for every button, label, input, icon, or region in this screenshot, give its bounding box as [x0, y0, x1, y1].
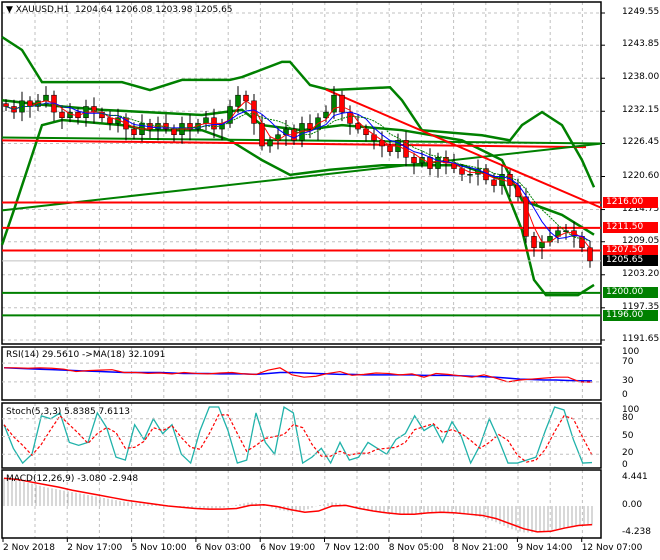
- moving-average-green: [5, 103, 591, 242]
- candle-body: [531, 236, 537, 248]
- time-axis-label: 2 Nov 17:00: [67, 543, 123, 553]
- symbol-label: XAUUSD,H1: [15, 5, 70, 15]
- macd-axis-label: -4.238: [622, 526, 652, 537]
- candle-body: [43, 94, 49, 102]
- low-value: 1203.98: [155, 5, 193, 15]
- candle-body: [323, 111, 329, 119]
- stoch-axis-label: 100: [622, 405, 640, 415]
- candle-body: [59, 111, 65, 119]
- price-level-tag: 1207.50: [603, 244, 658, 256]
- rsi-axis-label: 70: [622, 357, 634, 368]
- time-axis-label: 6 Nov 19:00: [260, 543, 316, 553]
- macd-title: MACD(12,26,9) -3.080 -2.948: [6, 474, 139, 484]
- price-axis-label: 1238.00: [622, 72, 660, 83]
- trendline: [325, 88, 603, 210]
- candle-body: [227, 106, 233, 124]
- macd-axis-label: 0.00: [622, 500, 643, 510]
- candle-body: [435, 157, 441, 169]
- candle-body: [267, 140, 273, 147]
- rsi-line: [4, 367, 593, 383]
- high-value: 1206.08: [115, 5, 153, 15]
- price-level-tag: 1200.00: [603, 287, 658, 299]
- candle-body: [491, 179, 497, 186]
- time-axis-label: 8 Nov 05:00: [388, 543, 444, 553]
- close-value: 1205.65: [195, 5, 233, 15]
- price-axis-label: 1214.75: [622, 203, 660, 214]
- time-axis-label: 8 Nov 21:00: [453, 543, 509, 553]
- candle-body: [411, 157, 417, 164]
- candle-body: [331, 94, 337, 113]
- main-chart-title: ▼ XAUUSD,H1 1204.64 1206.08 1203.98 1205…: [6, 5, 233, 15]
- bollinger-upper-line: [1, 35, 596, 188]
- stoch-title: Stoch(5,3,3) 5.8385 7.6113: [6, 407, 131, 417]
- macd-signal-line: [3, 477, 593, 533]
- rsi-title: RSI(14) 29.5610 ->MA(18) 32.1091: [6, 350, 166, 360]
- price-axis-label: 1191.65: [622, 334, 660, 344]
- candle-body: [3, 103, 9, 107]
- panel-border: [1, 469, 602, 539]
- stoch-d-line: [3, 414, 593, 463]
- price-level-tag: 1216.00: [603, 196, 658, 208]
- candle-body: [171, 128, 177, 135]
- price-axis-label: 1249.55: [622, 7, 660, 17]
- candle-body: [507, 173, 513, 186]
- candle-body: [563, 230, 569, 232]
- panel-border: [1, 402, 602, 469]
- time-axis-label: 9 Nov 14:00: [517, 543, 573, 553]
- candle-body: [587, 247, 593, 262]
- candle-body: [347, 111, 353, 124]
- time-axis-label: 5 Nov 10:00: [131, 543, 187, 553]
- price-axis-label: 1243.85: [622, 39, 660, 50]
- rsi-axis-label: 0: [622, 390, 628, 400]
- candle-body: [251, 100, 257, 124]
- time-axis-label: 12 Nov 07:00: [581, 543, 643, 553]
- price-axis-label: 1197.35: [622, 301, 660, 312]
- candle-body: [243, 94, 249, 102]
- stoch-axis-label: 20: [622, 448, 634, 459]
- candle-body: [307, 123, 313, 130]
- stoch-k-line: [3, 405, 593, 465]
- trendline: [1, 142, 603, 212]
- price-axis-label: 1232.15: [622, 105, 660, 116]
- panel-border: [1, 1, 602, 345]
- time-axis-label: 2 Nov 2018: [3, 543, 55, 553]
- candle-body: [467, 173, 473, 176]
- stoch-axis-label: 0: [622, 460, 628, 470]
- price-axis-label: 1203.20: [622, 268, 660, 279]
- candle-body: [571, 230, 577, 237]
- rsi-axis-label: 30: [622, 375, 634, 386]
- candle-body: [235, 94, 241, 107]
- rsi-ma-line: [3, 367, 593, 382]
- price-axis-label: 1220.60: [622, 170, 660, 181]
- open-value: 1204.64: [75, 5, 113, 15]
- candle-body: [203, 117, 209, 124]
- candle-body: [355, 123, 361, 130]
- candle-body: [131, 128, 137, 135]
- price-axis-label: 1226.45: [622, 137, 660, 148]
- stoch-axis-label: 80: [622, 412, 634, 423]
- candle-body: [475, 168, 481, 175]
- panel-border: [1, 346, 602, 401]
- candle-body: [523, 196, 529, 237]
- time-axis-label: 6 Nov 03:00: [195, 543, 251, 553]
- rsi-axis-label: 100: [622, 347, 640, 357]
- price-level-tag: 1211.50: [603, 222, 658, 234]
- candle-body: [339, 94, 345, 113]
- time-axis-label: 7 Nov 12:00: [324, 543, 380, 553]
- candle-body: [387, 145, 393, 152]
- chart-menu-triangle-icon[interactable]: ▼: [6, 5, 13, 15]
- price-level-tag: 1196.00: [603, 309, 658, 321]
- macd-axis-label: 4.441: [622, 472, 648, 483]
- price-level-tag: 1205.65: [603, 255, 658, 267]
- stoch-axis-label: 50: [622, 430, 634, 441]
- price-axis-label: 1209.05: [622, 235, 660, 246]
- candle-body: [539, 241, 545, 248]
